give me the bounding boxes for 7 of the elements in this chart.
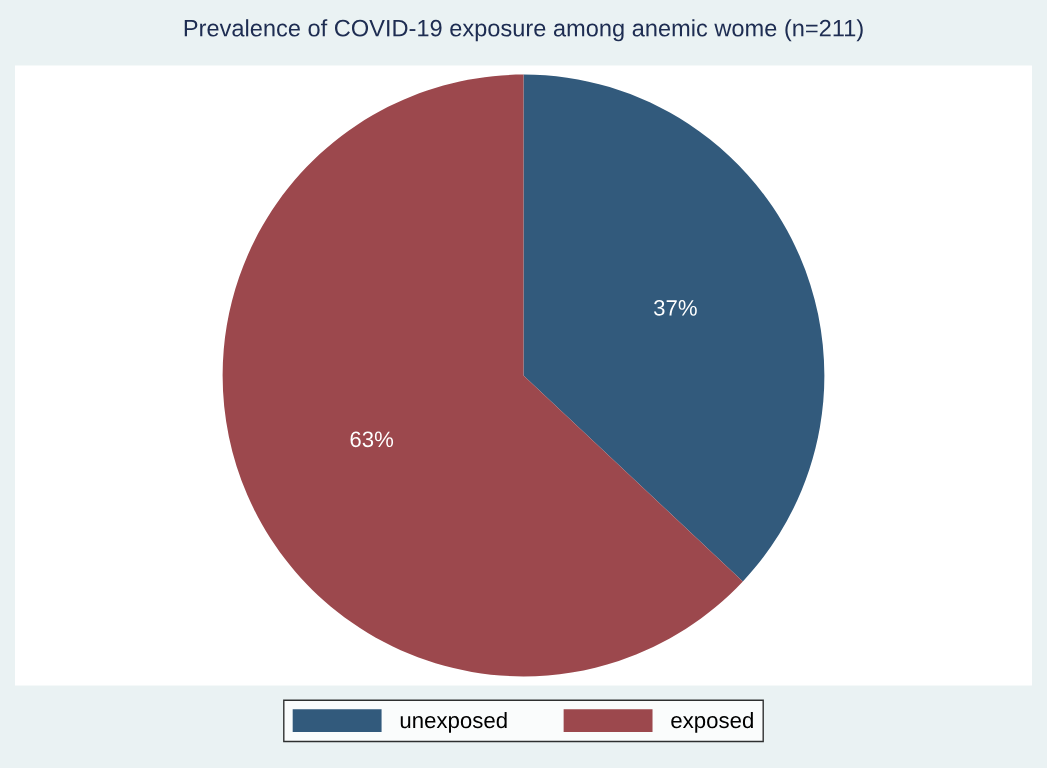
legend-label: unexposed: [400, 711, 507, 733]
chart-title: Prevalence of COVID-19 exposure among anemic wome (n=211): [184, 19, 863, 42]
pie-slice: [222, 74, 743, 677]
data-label: 37%: [653, 300, 697, 316]
legend-label: exposed: [671, 711, 753, 733]
pie-slice: [523, 74, 825, 582]
data-label: 63%: [350, 431, 394, 448]
